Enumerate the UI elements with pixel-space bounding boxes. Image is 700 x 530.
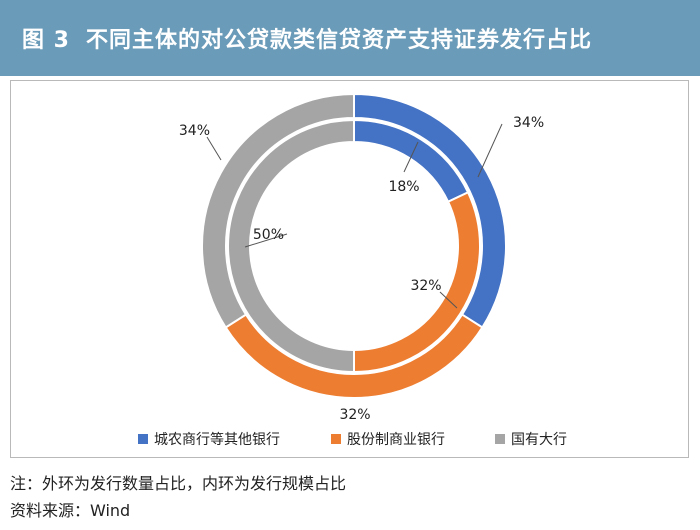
inner-leader-2 (244, 233, 288, 248)
inner-label-2: 50% (253, 227, 284, 243)
legend-swatch-0 (138, 434, 148, 444)
inner-ring (227, 118, 481, 374)
outer-ring (201, 92, 507, 400)
source-note: 资料来源：Wind (10, 501, 131, 520)
outer-label-2: 34% (179, 123, 210, 139)
figure-title: 不同主体的对公贷款类信贷资产支持证券发行占比 (85, 28, 592, 53)
figure-header: 图 3 不同主体的对公贷款类信贷资产支持证券发行占比 (0, 0, 700, 76)
donut-chart: 34% 32% 34% 18% 32% 50% 城农商行等其他银行 股份制商业银行 国有大行 (138, 92, 567, 448)
chart-legend: 城农商行等其他银行 股份制商业银行 国有大行 (138, 431, 567, 448)
legend-swatch-2 (495, 434, 505, 444)
inner-label-0: 18% (388, 179, 419, 195)
outer-leader-2 (206, 136, 222, 161)
outer-leader-0 (477, 123, 503, 178)
inner-leader-1 (439, 291, 458, 309)
legend-label-0: 城农商行等其他银行 (154, 431, 280, 448)
data-labels: 34% 32% 34% 18% 32% 50% (179, 115, 544, 423)
inner-label-1: 32% (410, 278, 441, 294)
legend-swatch-1 (331, 434, 341, 444)
outer-label-1: 32% (339, 407, 370, 423)
legend-label-2: 国有大行 (511, 432, 567, 448)
inner-leader-0 (403, 141, 419, 173)
label-leaders (206, 123, 503, 309)
inner-slice-2 (227, 118, 355, 374)
outer-label-0: 34% (513, 115, 544, 131)
outer-slice-2 (201, 92, 355, 329)
legend-label-1: 股份制商业银行 (347, 432, 445, 448)
figure-number: 图 3 (22, 28, 70, 53)
footnote: 注：外环为发行数量占比，内环为发行规模占比 (10, 474, 347, 493)
